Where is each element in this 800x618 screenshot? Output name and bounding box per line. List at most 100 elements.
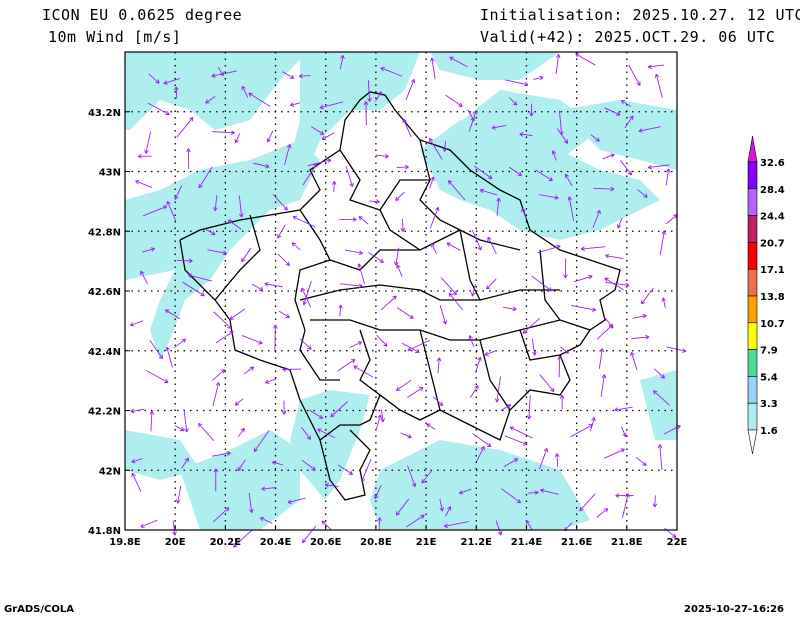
wind-arrow [163, 77, 181, 85]
colorbar-box [747, 242, 758, 270]
wind-arrow [243, 366, 255, 375]
shade-patch [290, 390, 370, 500]
wind-arrow [580, 246, 606, 252]
colorbar-top-triangle [747, 135, 758, 163]
wind-arrow [436, 357, 442, 374]
wind-arrow [272, 194, 288, 211]
wind-arrow [281, 400, 287, 415]
wind-arrow [321, 520, 333, 531]
footer-right: 2025-10-27-16:26 [684, 604, 784, 615]
lon-label: 20.8E [360, 537, 392, 548]
wind-arrow [164, 309, 181, 320]
wind-arrow [540, 488, 559, 495]
wind-arrow [479, 188, 498, 196]
wind-arrow [175, 485, 182, 504]
wind-speed-shading [125, 52, 677, 530]
wind-arrow [140, 519, 158, 528]
border-line [294, 209, 340, 381]
wind-arrow [519, 132, 533, 137]
wind-arrow [443, 521, 469, 528]
lon-label: 22E [667, 537, 688, 548]
wind-arrow [531, 338, 537, 356]
wind-arrow [445, 506, 452, 517]
colorbar-label: 7.9 [760, 346, 778, 357]
wind-arrow [212, 381, 221, 407]
wind-arrow [495, 520, 503, 536]
lon-label: 20.6E [310, 537, 342, 548]
wind-arrow [289, 102, 301, 107]
wind-arrow [135, 180, 153, 188]
border-line [339, 149, 421, 251]
wind-arrow [375, 91, 383, 102]
colorbar: 1.6 3.3 5.4 7.9 10.7 13.8 17.1 20.7 24.4 28.4 32.6 [747, 135, 785, 455]
wind-arrow [143, 205, 168, 217]
colorbar-box [747, 268, 758, 297]
lat-label: 42.6N [88, 287, 121, 298]
wind-arrow [590, 134, 600, 142]
wind-arrow [442, 140, 448, 152]
lat-label: 43N [99, 168, 121, 179]
lat-label: 43.2N [88, 108, 121, 119]
wind-arrow [198, 422, 215, 442]
wind-arrow [528, 490, 539, 495]
wind-arrow [380, 66, 403, 77]
wind-arrow [428, 137, 443, 160]
wind-arrow [395, 191, 405, 202]
border-line [539, 249, 561, 321]
wind-arrow [367, 80, 372, 102]
wind-arrow [447, 180, 466, 201]
wind-arrow [521, 207, 527, 220]
wind-arrow [501, 488, 522, 504]
shade-patch [125, 140, 320, 360]
lon-label: 21.4E [511, 537, 543, 548]
wind-arrow [277, 224, 286, 239]
wind-arrow [401, 342, 420, 353]
wind-arrow [317, 428, 336, 439]
wind-arrow [369, 199, 380, 204]
wind-arrow [554, 453, 560, 467]
wind-arrow [287, 497, 306, 505]
lon-label: 20.4E [260, 537, 292, 548]
wind-arrow [368, 252, 384, 263]
wind-arrow [448, 292, 463, 311]
colorbar-box [747, 215, 758, 243]
shade-patch [180, 430, 300, 530]
wind-arrow [147, 102, 170, 115]
wind-arrow [273, 324, 278, 350]
wind-arrow [666, 346, 687, 353]
wind-arrow [278, 310, 290, 318]
wind-arrow [215, 330, 234, 344]
wind-arrow [571, 305, 597, 312]
lat-label: 42.8N [88, 227, 121, 238]
border-line [329, 229, 521, 271]
wind-arrow [298, 73, 311, 79]
wind-arrow [605, 281, 630, 288]
wind-arrow [604, 316, 614, 329]
model-title: ICON EU 0.0625 degree [42, 6, 243, 24]
colorbar-box [747, 188, 758, 216]
variable-title: 10m Wind [m/s] [48, 28, 182, 46]
border-line [214, 214, 261, 301]
wind-arrow [397, 307, 414, 319]
wind-arrow [363, 101, 369, 126]
wind-arrow [484, 349, 498, 356]
wind-arrow [500, 404, 512, 412]
wind-arrow [621, 493, 630, 519]
wind-arrow [570, 424, 594, 438]
wind-arrow [277, 253, 291, 266]
wind-arrow [376, 334, 388, 347]
wind-arrow [458, 488, 472, 495]
wind-arrow [653, 368, 666, 379]
wind-arrow [149, 410, 155, 432]
wind-arrow [470, 283, 476, 297]
wind-arrow [211, 70, 238, 78]
border-line [179, 239, 321, 441]
wind-arrow [402, 118, 412, 138]
wind-arrow [251, 283, 264, 291]
wind-arrow [357, 263, 365, 285]
wind-arrow [605, 253, 624, 260]
wind-arrow [166, 200, 177, 222]
wind-arrow [468, 335, 475, 347]
wind-arrow [241, 247, 252, 263]
wind-arrow [271, 460, 283, 466]
